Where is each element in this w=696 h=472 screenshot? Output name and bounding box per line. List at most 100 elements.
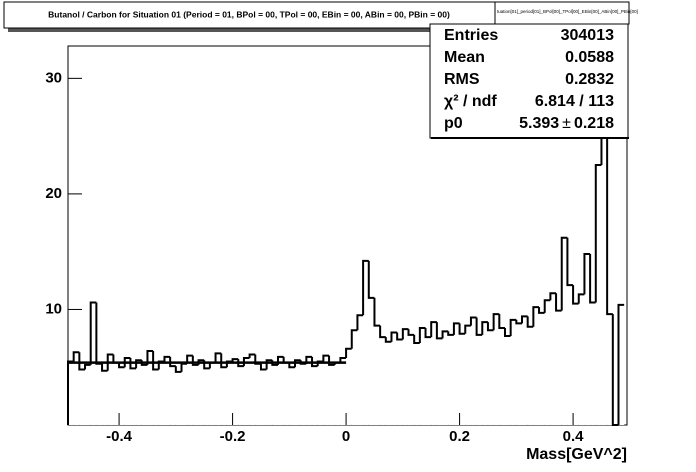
histogram-step xyxy=(231,358,239,362)
histogram-bin xyxy=(277,356,284,425)
histogram-step xyxy=(583,252,591,295)
histogram-step xyxy=(447,331,454,336)
histogram-step xyxy=(424,327,432,339)
stat-value: 6.814 / 113 xyxy=(535,93,614,110)
histogram-bin xyxy=(249,354,256,425)
histogram-bin xyxy=(158,361,165,425)
histogram-bin xyxy=(590,302,596,425)
histogram-bin xyxy=(510,319,517,425)
histogram-bin xyxy=(561,237,568,425)
x-tick-label: 0.2 xyxy=(449,428,470,445)
histogram-step xyxy=(123,356,131,368)
histogram-step xyxy=(186,354,193,364)
histogram-step xyxy=(503,327,511,338)
histogram-bin xyxy=(442,331,449,425)
histogram-step xyxy=(515,319,523,325)
histogram-bin xyxy=(402,329,409,425)
histogram-bin xyxy=(164,356,171,425)
histogram-step xyxy=(418,326,426,343)
histogram-bin xyxy=(192,364,199,425)
histogram-bin xyxy=(414,342,420,425)
chart-title: Butanol / Carbon for Situation 01 (Perio… xyxy=(48,9,450,19)
histogram-bin xyxy=(595,165,602,425)
stats-box xyxy=(429,23,629,139)
x-axis-label: Mass[GeV^2] xyxy=(526,446,627,463)
histogram-bin xyxy=(425,337,432,425)
histogram-bin xyxy=(130,368,137,425)
y-tick-label: 20 xyxy=(45,185,62,202)
histogram-bin xyxy=(209,362,216,425)
histogram-bin xyxy=(323,355,330,425)
histogram-bin xyxy=(550,293,557,425)
histogram-bin xyxy=(346,348,352,425)
histogram-bin xyxy=(368,297,375,425)
histogram-step xyxy=(390,331,398,342)
histogram-bin xyxy=(419,327,426,425)
histogram-name: tuation[01]_period[01]_BPol[00]_TPol[00]… xyxy=(497,9,638,14)
histogram-step xyxy=(401,328,409,340)
stat-value: 304013 xyxy=(561,27,614,44)
histogram-step xyxy=(89,301,97,365)
histogram-step xyxy=(509,318,517,337)
histogram-step xyxy=(328,355,335,366)
histogram-step xyxy=(311,356,318,368)
fit-p0: 5.393 xyxy=(519,115,559,132)
stat-label: p0 xyxy=(444,115,463,132)
histogram-bin xyxy=(363,260,369,425)
histogram-bin xyxy=(329,364,335,425)
histogram-step xyxy=(362,259,369,316)
histogram-step xyxy=(572,285,579,305)
stat-label: Mean xyxy=(444,49,485,66)
histogram-bin xyxy=(153,369,159,425)
histogram-step xyxy=(106,353,114,371)
histogram-bin xyxy=(385,341,392,425)
histogram-bin xyxy=(295,360,301,425)
histogram-bin xyxy=(380,337,386,425)
histogram-step xyxy=(191,355,199,366)
histogram-bin xyxy=(238,366,244,425)
histogram-step xyxy=(174,366,182,373)
histogram-bin xyxy=(527,326,534,425)
histogram-step xyxy=(549,292,557,301)
histogram-bin xyxy=(351,330,358,425)
histogram-step xyxy=(384,337,392,343)
histogram-bin xyxy=(124,357,131,425)
histogram-bin xyxy=(96,363,103,425)
histogram-bin xyxy=(85,364,91,425)
stat-label: χ² / ndf xyxy=(444,93,497,110)
histogram-bin xyxy=(578,294,585,425)
histogram-bin xyxy=(215,353,222,425)
histogram-bin xyxy=(493,314,500,425)
stat-value: 0.0588 xyxy=(565,49,614,66)
plus-minus: ± xyxy=(562,115,571,132)
x-tick-label: -0.2 xyxy=(220,428,246,445)
histogram-bin xyxy=(482,322,488,425)
histogram-step xyxy=(220,353,227,369)
histogram-bin xyxy=(102,370,108,425)
histogram-step xyxy=(566,237,574,287)
histogram-step xyxy=(543,299,551,313)
histogram-step xyxy=(464,324,471,334)
histogram-bin xyxy=(255,363,261,425)
histogram-bin xyxy=(544,300,551,425)
histogram-bin xyxy=(601,113,608,425)
histogram-bin xyxy=(272,364,278,425)
histogram-bin xyxy=(374,325,381,425)
histogram-bin xyxy=(334,362,341,425)
histogram-step xyxy=(555,293,562,312)
histogram-bin xyxy=(573,303,579,425)
histogram-step xyxy=(288,362,296,369)
histogram-bin xyxy=(556,310,562,425)
histogram-step xyxy=(152,351,159,371)
histogram-step xyxy=(163,355,171,362)
histogram-step xyxy=(373,297,381,327)
histogram-step xyxy=(538,307,545,314)
histogram-bin xyxy=(136,360,142,425)
histogram-bin xyxy=(476,334,483,425)
title-box xyxy=(3,1,496,29)
histogram-bin xyxy=(289,367,296,425)
histogram-bin xyxy=(113,362,120,425)
histogram-bin xyxy=(198,360,205,425)
y-tick-label: 10 xyxy=(45,300,62,317)
histogram-bin xyxy=(340,357,347,425)
